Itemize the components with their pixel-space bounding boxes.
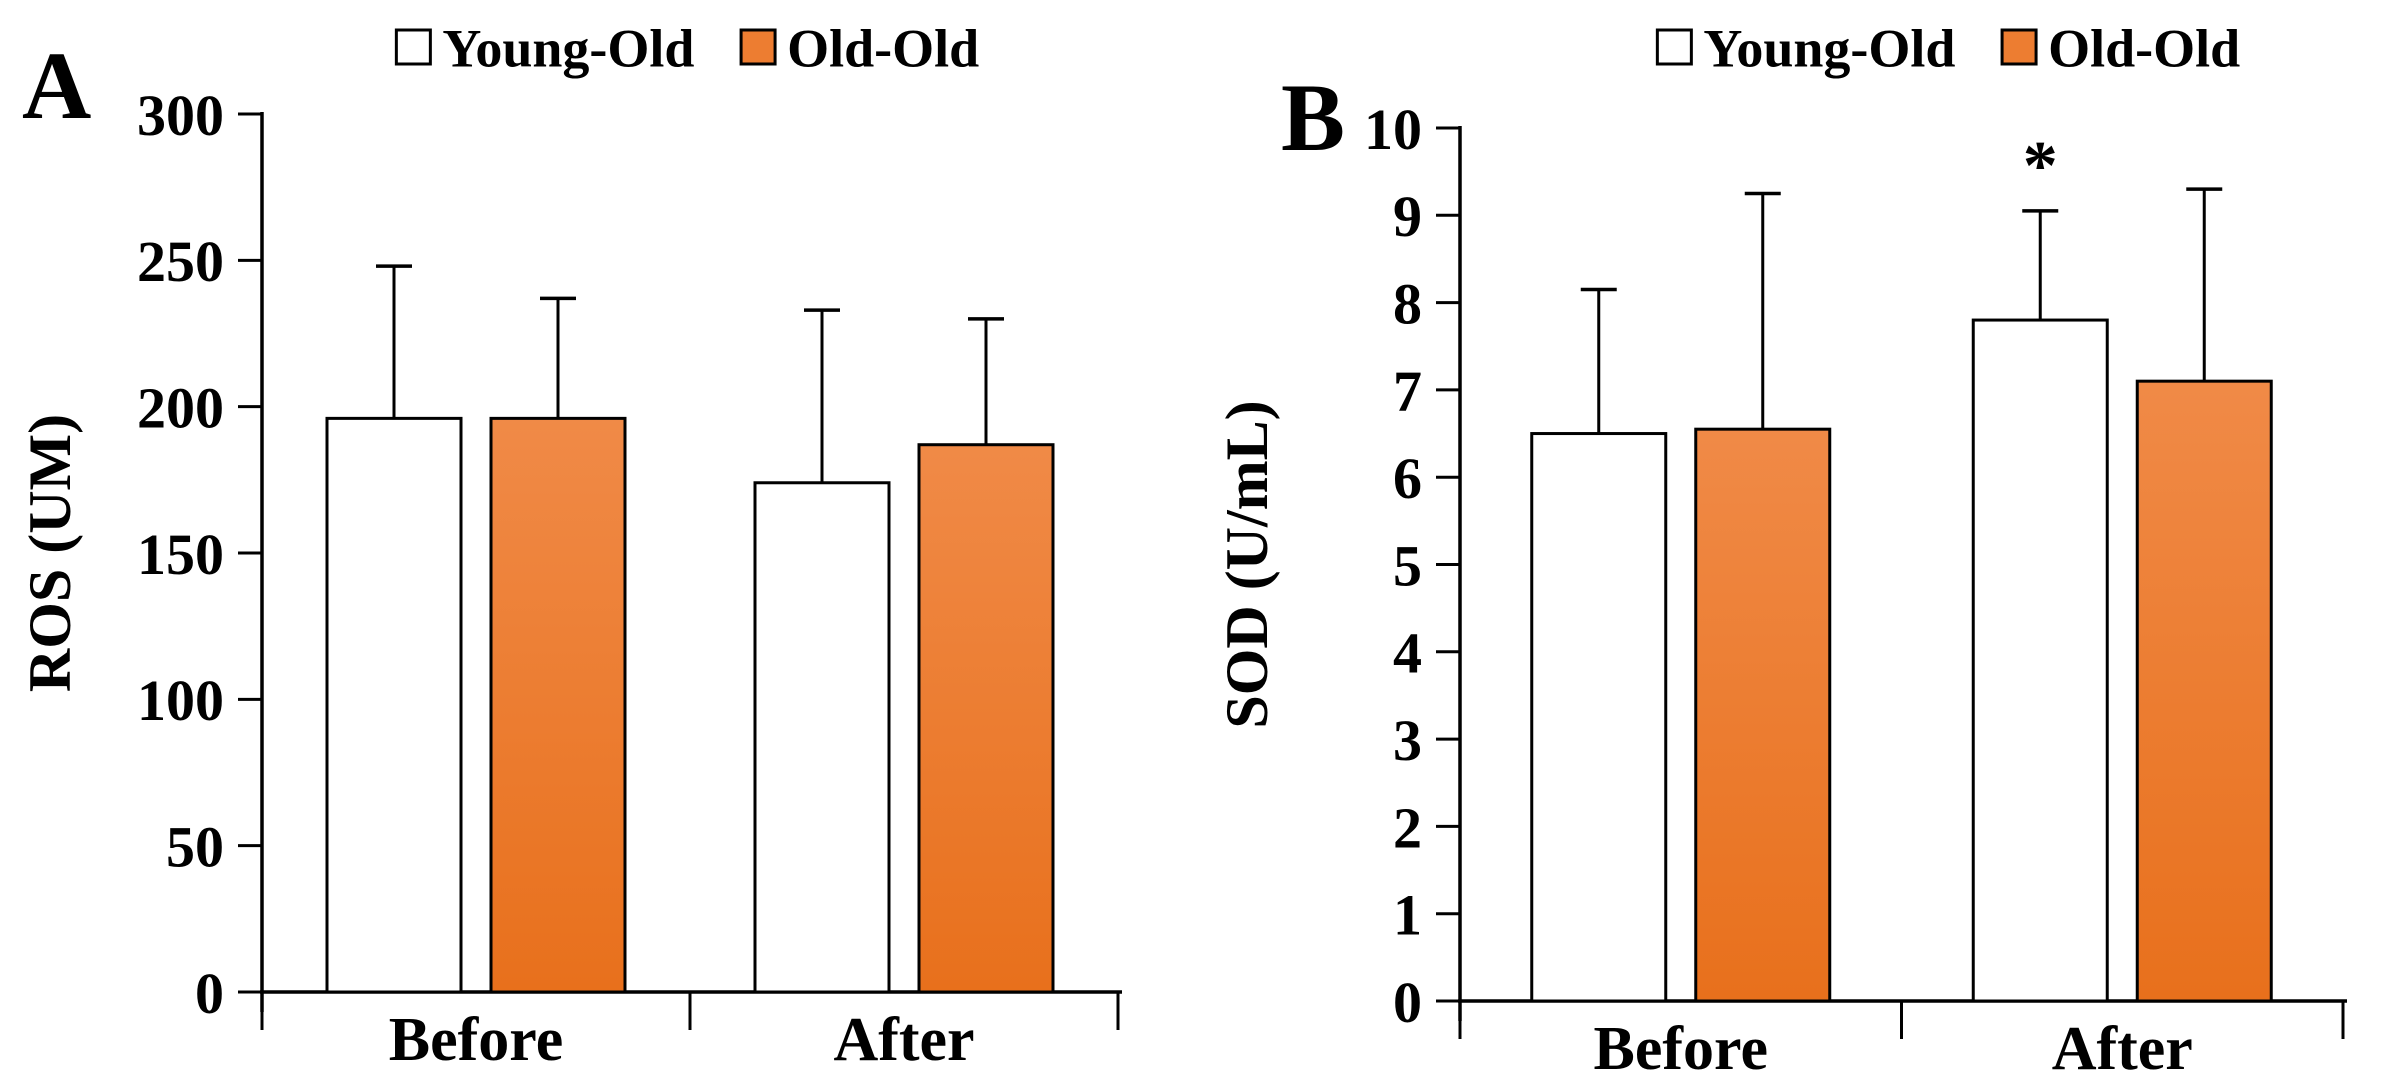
legend-label-young-old: Young-Old (442, 18, 694, 78)
y-tick-label-150: 150 (137, 522, 224, 587)
y-tick-label-200: 200 (137, 376, 224, 441)
y-tick-label-5: 5 (1393, 533, 1422, 598)
y-tick-label-2: 2 (1393, 795, 1422, 860)
bar-young-old-before (325, 416, 463, 994)
y-axis-label: SOD (U/mL) (1214, 400, 1280, 728)
panel-letter-A: A (22, 32, 91, 139)
chart-B: B 0 1 2 3 4 5 6 7 8 9 10 SOD (U/mL) Before After * Young… (1214, 18, 2347, 1075)
y-axis-label: ROS (UM) (17, 414, 83, 692)
panel-B: B 0 1 2 3 4 5 6 7 8 9 10 SOD (U/mL) Before After * Young… (1195, 0, 2390, 1075)
y-tick-label-8: 8 (1393, 271, 1422, 336)
bar-old-old-after (2135, 379, 2273, 1003)
y-tick-label-9: 9 (1393, 184, 1422, 249)
bar-old-old-after (917, 443, 1055, 994)
category-label-before: Before (389, 1006, 563, 1074)
y-tick-label-10: 10 (1364, 97, 1422, 162)
legend-swatch-old-old (739, 28, 777, 66)
bar-old-old-before (489, 416, 627, 994)
y-tick-label-1: 1 (1393, 883, 1422, 948)
panel-A: A 0 50 100 150 200 250 300 ROS (UM) Before After Yo… (17, 18, 1122, 1074)
panel-letter-B: B (1281, 64, 1345, 171)
y-tick-label-250: 250 (137, 229, 224, 294)
y-tick-label-100: 100 (137, 668, 224, 733)
legend-swatch-young-old (1655, 28, 1693, 66)
category-label-after: After (833, 1006, 974, 1074)
legend-swatch-old-old (2000, 28, 2038, 66)
y-tick-label-0: 0 (195, 961, 224, 1026)
legend-label-old-old: Old-Old (787, 18, 979, 78)
y-tick-label-6: 6 (1393, 446, 1422, 511)
bar-old-old-before (1694, 427, 1832, 1003)
y-tick-label-3: 3 (1393, 708, 1422, 773)
significance-asterisk: * (2023, 128, 2058, 205)
legend-swatch-young-old (394, 28, 432, 66)
y-tick-label-50: 50 (166, 815, 224, 880)
bar-young-old-after (753, 481, 891, 994)
y-tick-label-0: 0 (1393, 970, 1422, 1035)
chart-A: A 0 50 100 150 200 250 300 ROS (UM) Before After Yo… (17, 18, 1122, 1074)
y-tick-label-4: 4 (1393, 621, 1422, 686)
legend-label-young-old: Young-Old (1703, 18, 1955, 78)
y-tick-label-7: 7 (1393, 359, 1422, 424)
y-tick-label-300: 300 (137, 83, 224, 148)
bar-young-old-after (1971, 318, 2109, 1003)
category-label-after: After (2052, 1015, 2193, 1075)
legend-label-old-old: Old-Old (2048, 18, 2240, 78)
category-label-before: Before (1594, 1015, 1768, 1075)
bar-young-old-before (1530, 432, 1668, 1003)
